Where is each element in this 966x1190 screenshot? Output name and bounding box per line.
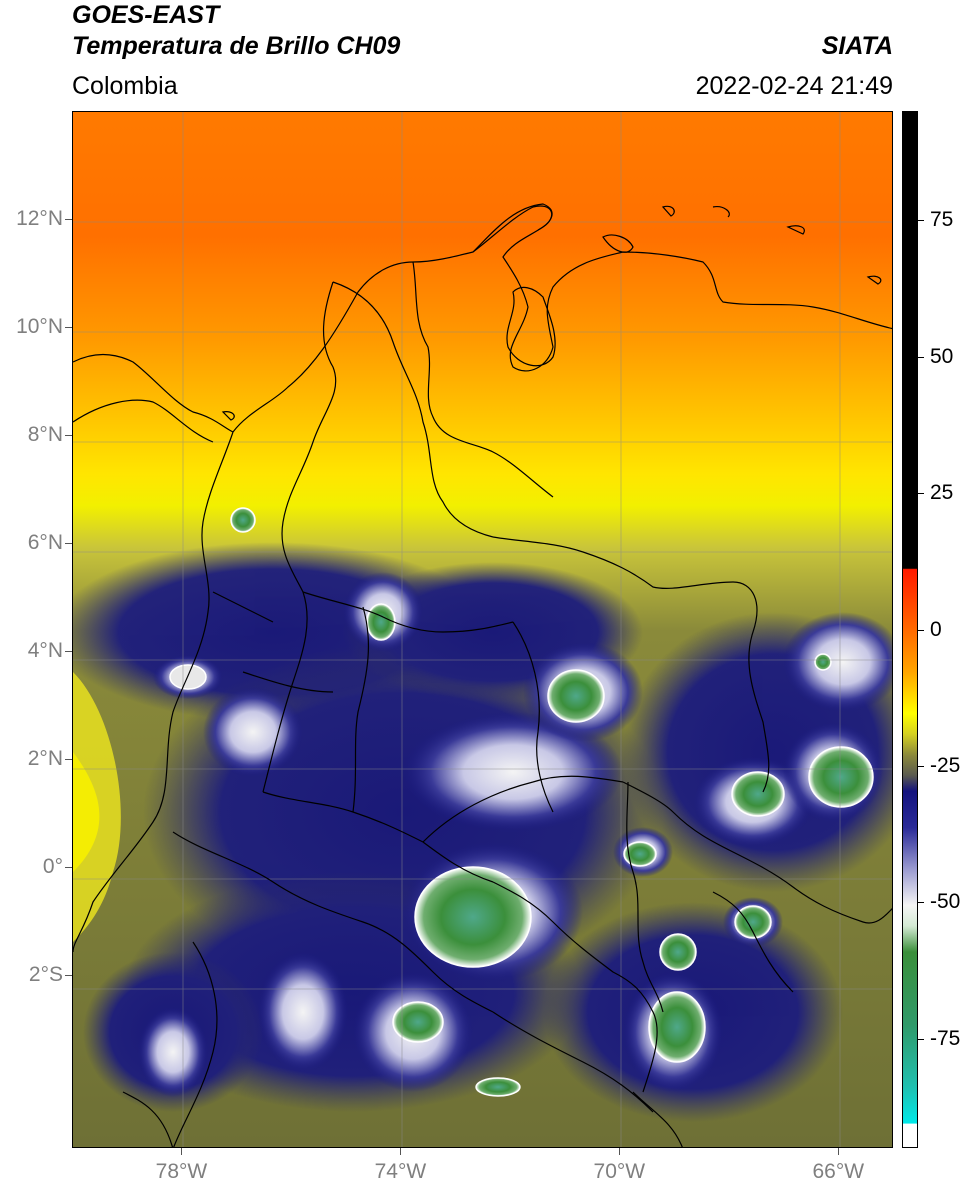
colorbar-tick-mark [918,902,924,904]
longitude-tick-label: 70°W [593,1160,646,1183]
latitude-tick-label: 4°N [27,639,63,663]
colorbar-tick-label: 50 [930,344,954,368]
longitude-tick-label: 66°W [812,1160,865,1183]
latitude-tick-mark [65,219,72,221]
colorbar-tick-mark [918,765,924,767]
map-title: GOES-EAST Temperatura de Brillo CH09 [72,0,400,62]
latitude-tick-mark [65,651,72,653]
colorbar-tick-label: 0 [930,617,942,641]
longitude-tick-mark [181,1148,183,1155]
colorbar-tick-mark [918,1038,924,1040]
latitude-tick-label: 10°N [16,315,63,339]
longitude-tick-mark [619,1148,621,1155]
latitude-tick-label: 2°S [28,963,63,987]
colorbar [902,111,918,1148]
colorbar-tick-label: 75 [930,208,954,232]
colorbar-tick-label: -75 [930,1026,961,1050]
latitude-tick-label: 12°N [16,207,63,231]
latitude-tick-label: 8°N [27,423,63,447]
latitude-tick-label: 2°N [27,747,63,771]
colorbar-tick-mark [918,629,924,631]
colorbar-tick-label: 25 [930,481,954,505]
latitude-tick-mark [65,435,72,437]
satellite-map [72,111,893,1148]
longitude-tick-label: 74°W [374,1160,427,1183]
latitude-tick-mark [65,867,72,869]
colorbar-tick-label: -50 [930,890,961,914]
latitude-tick-mark [65,759,72,761]
latitude-tick-mark [65,327,72,329]
longitude-tick-mark [838,1148,840,1155]
longitude-tick-mark [400,1148,402,1155]
satellite-name: GOES-EAST [72,1,220,29]
colorbar-tick-mark [918,220,924,222]
coastlines-borders [73,203,892,1147]
timestamp-label: 2022-02-24 21:49 [695,72,893,100]
longitude-tick-label: 78°W [155,1160,208,1183]
graticule [73,112,892,1147]
region-label: Colombia [72,72,178,100]
cold-cores [169,507,874,1097]
organization-label: SIATA [821,32,893,60]
latitude-tick-mark [65,543,72,545]
latitude-tick-mark [65,975,72,977]
colorbar-tick-mark [918,356,924,358]
colorbar-tick-label: -25 [930,753,961,777]
colorbar-tick-mark [918,493,924,495]
product-name: Temperatura de Brillo CH09 [72,32,401,60]
latitude-tick-label: 6°N [27,531,63,555]
latitude-tick-label: 0° [42,855,63,879]
